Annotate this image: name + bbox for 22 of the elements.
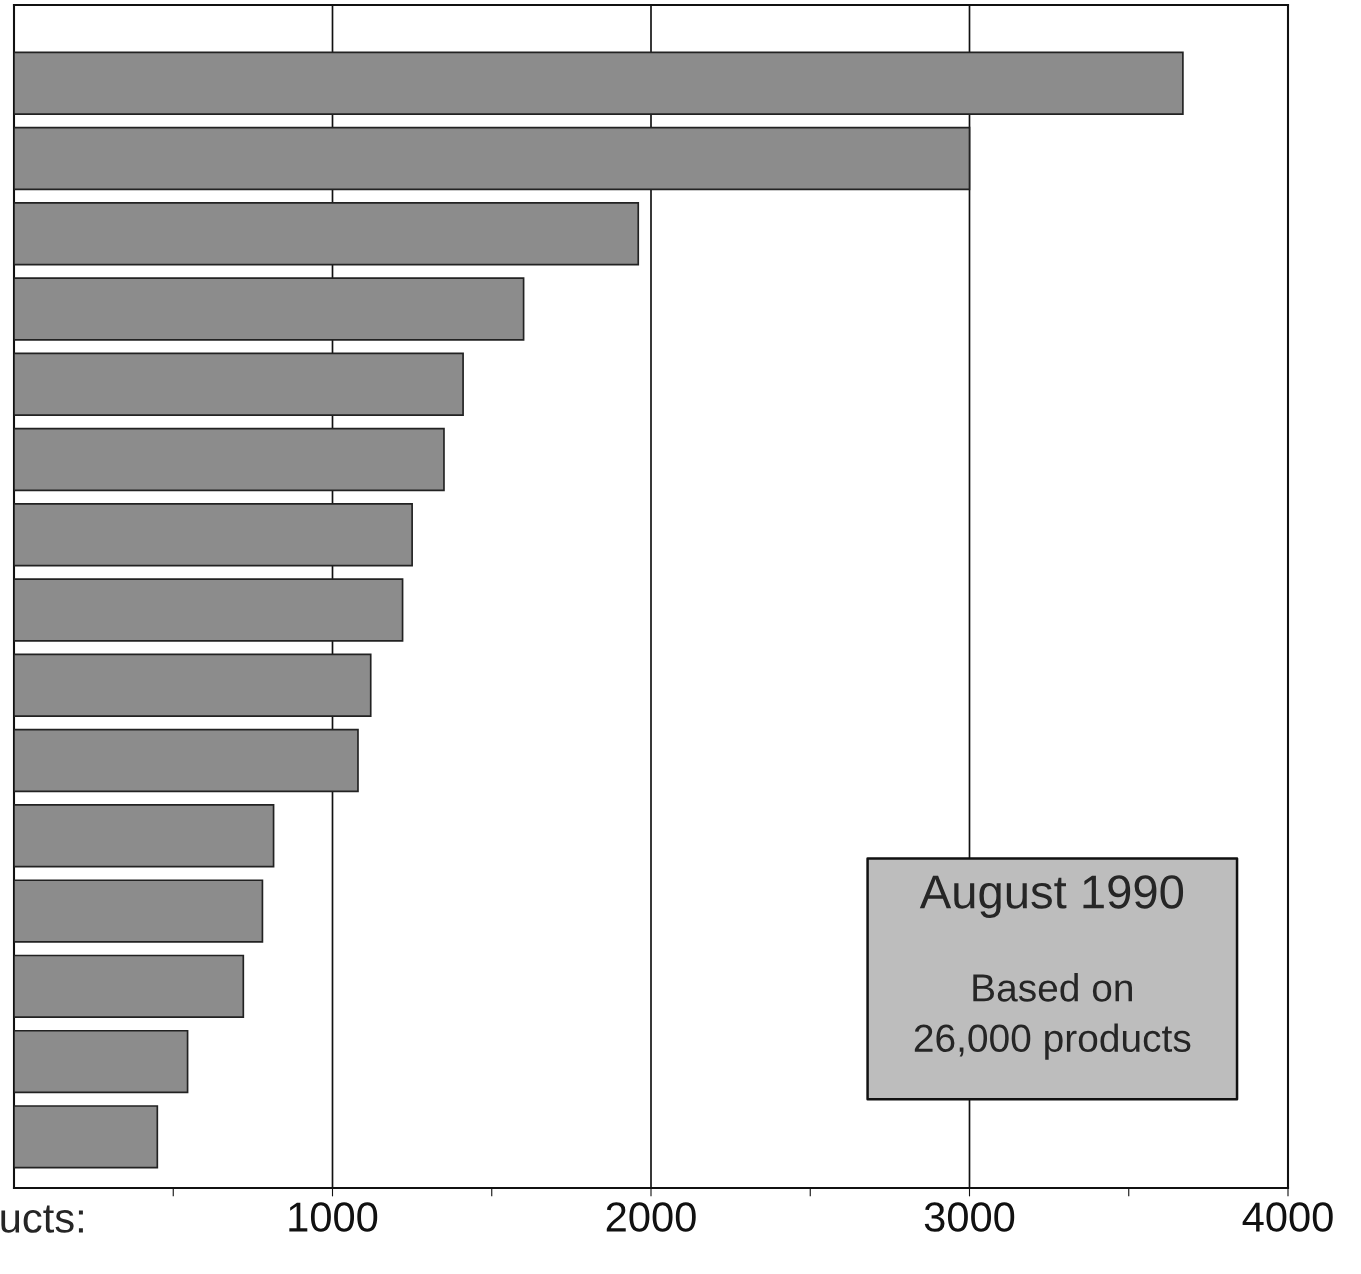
bar xyxy=(14,879,264,943)
x-tick-label: 2000 xyxy=(606,1202,696,1232)
bar xyxy=(14,1029,189,1094)
x-tick-label: 1000 xyxy=(289,1202,378,1232)
annotation: Based on 26,000 products xyxy=(914,973,1191,1060)
bar xyxy=(14,1105,159,1169)
bar xyxy=(14,427,445,492)
bar xyxy=(14,954,245,1019)
annotation: August 1990 xyxy=(919,875,1184,919)
bar xyxy=(14,503,413,567)
bar xyxy=(14,728,359,793)
bar xyxy=(14,126,971,191)
bar xyxy=(14,804,275,868)
bar xyxy=(14,578,404,642)
x-tick-label: 4000 xyxy=(1242,1202,1333,1232)
bar xyxy=(14,51,1184,115)
x-tick-label: 3000 xyxy=(924,1202,1015,1232)
x-axis-title: ucts: xyxy=(1,1205,83,1233)
bar xyxy=(14,653,372,717)
bar xyxy=(14,277,525,341)
bar xyxy=(14,352,464,416)
bar xyxy=(14,202,640,266)
